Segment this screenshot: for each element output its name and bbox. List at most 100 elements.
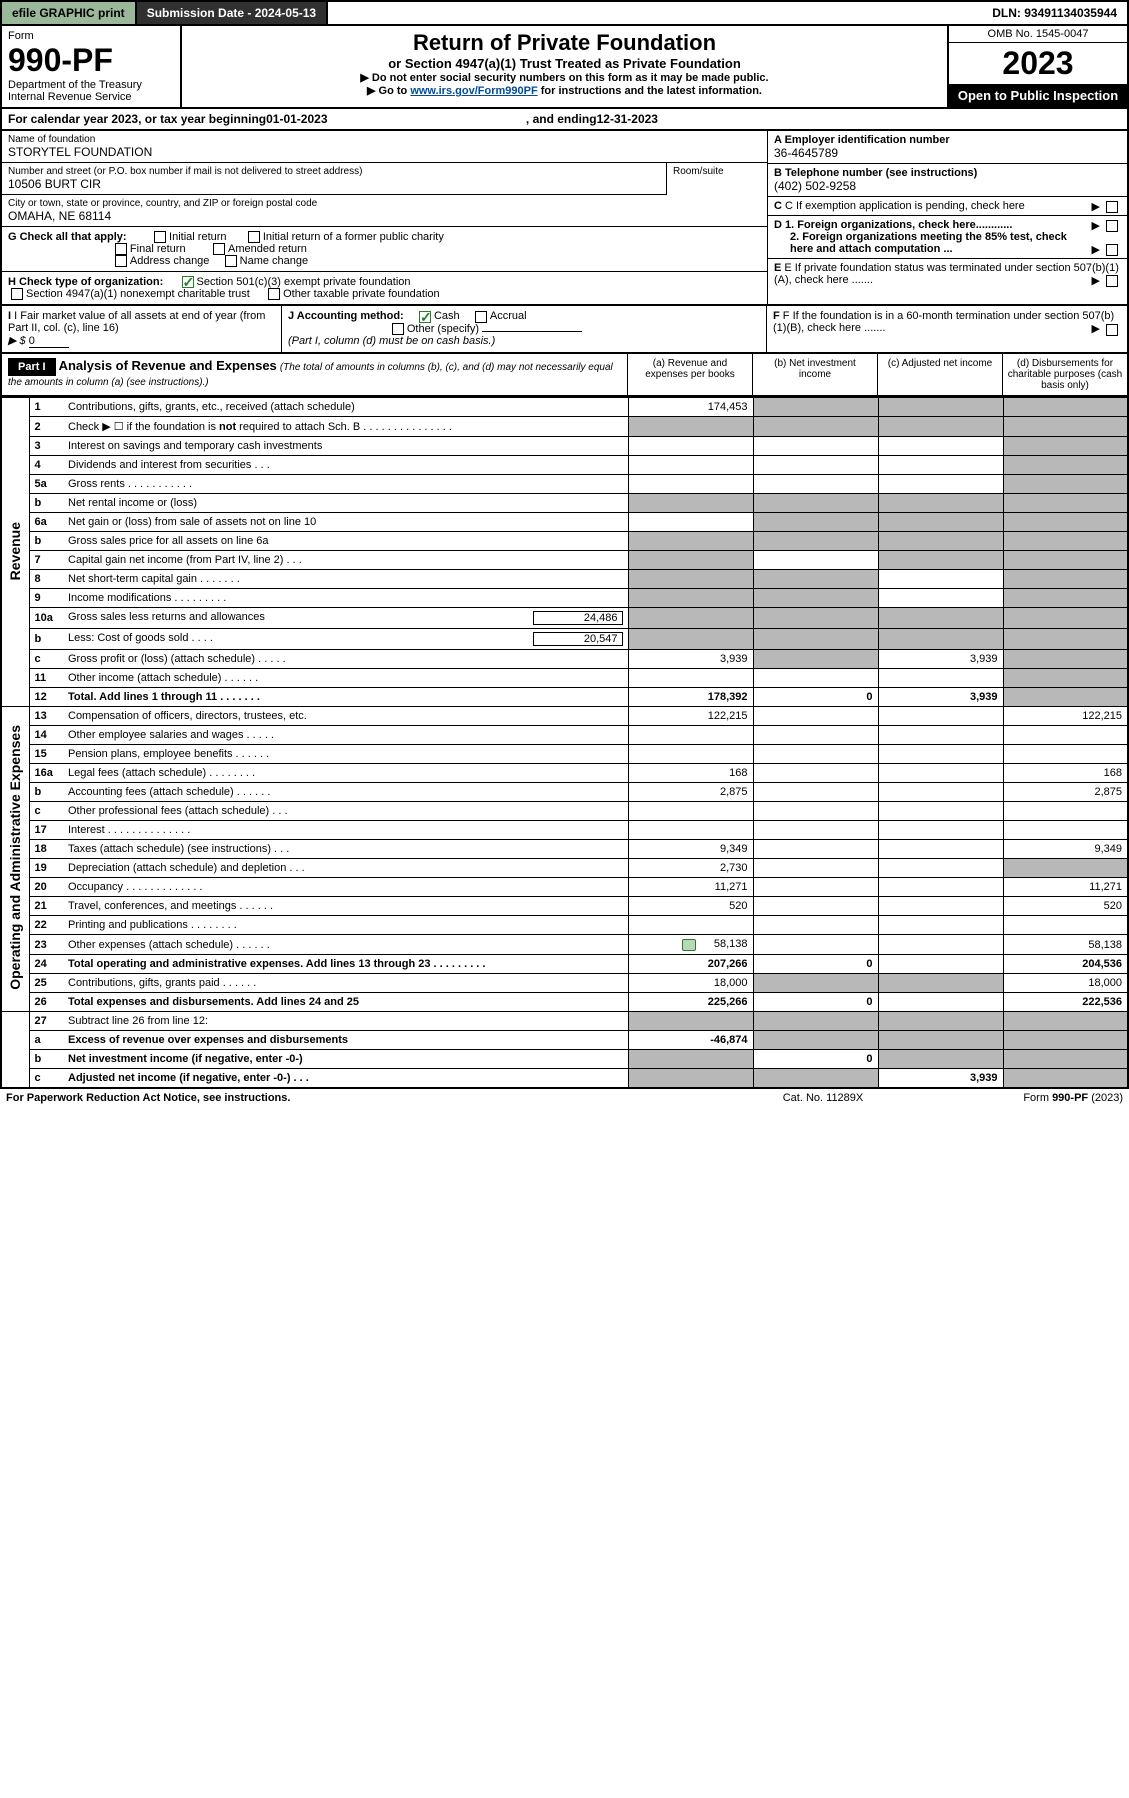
footer-form: Form 990-PF (2023) [923,1092,1123,1104]
line-desc: Net rental income or (loss) [63,494,628,513]
efile-print-button[interactable]: efile GRAPHIC print [2,2,137,24]
line-number: 12 [29,688,63,707]
table-row: aExcess of revenue over expenses and dis… [1,1030,1128,1049]
line-number: 10a [29,608,63,629]
line-desc: Depreciation (attach schedule) and deple… [63,859,628,878]
line-number: c [29,650,63,669]
irs-link[interactable]: www.irs.gov/Form990PF [410,85,537,97]
checkbox-accrual[interactable] [475,311,487,323]
cell-value [878,783,1003,802]
checkbox-name-change[interactable] [225,255,237,267]
cell-grey [1003,859,1128,878]
cell-grey [1003,494,1128,513]
section-ijf: I I Fair market value of all assets at e… [0,306,1129,354]
checkbox-final-return[interactable] [115,243,127,255]
cell-value: 58,138 [628,935,753,954]
cell-value [628,475,753,494]
cell-value [628,669,753,688]
cell-grey [878,1030,1003,1049]
cell-value [753,935,878,954]
cell-value: 174,453 [628,398,753,417]
line-number: 18 [29,840,63,859]
cell-value: 122,215 [1003,707,1128,726]
line-desc: Interest . . . . . . . . . . . . . . [63,821,628,840]
cell-grey [628,1049,753,1068]
ein-cell: A Employer identification number 36-4645… [768,131,1127,164]
cell-value [628,456,753,475]
line-desc: Excess of revenue over expenses and disb… [63,1030,628,1049]
table-row: 15Pension plans, employee benefits . . .… [1,745,1128,764]
cell-value [628,437,753,456]
cell-value: 122,215 [628,707,753,726]
form-title-block: Return of Private Foundation or Section … [182,26,947,107]
cell-grey [628,417,753,437]
cell-value [878,475,1003,494]
cell-value [753,783,878,802]
calendar-year-row: For calendar year 2023, or tax year begi… [0,109,1129,131]
cell-value: 168 [628,764,753,783]
cell-grey [1003,629,1128,650]
checkbox-exemption-pending[interactable] [1106,201,1118,213]
table-row: bNet investment income (if negative, ent… [1,1049,1128,1068]
cell-value [753,840,878,859]
checkbox-initial-return[interactable] [154,231,166,243]
entity-info: Name of foundation STORYTEL FOUNDATION N… [0,131,1129,306]
cell-value [753,916,878,935]
cell-value [628,821,753,840]
cell-value [753,669,878,688]
checkbox-85pct[interactable] [1106,244,1118,256]
checkbox-amended-return[interactable] [213,243,225,255]
table-row: Revenue1Contributions, gifts, grants, et… [1,398,1128,417]
checkbox-507b1b[interactable] [1106,324,1118,336]
dept-treasury: Department of the Treasury [8,79,174,91]
table-row: bAccounting fees (attach schedule) . . .… [1,783,1128,802]
checkbox-4947a1[interactable] [11,288,23,300]
checkbox-507b1a[interactable] [1106,275,1118,287]
table-row: 24Total operating and administrative exp… [1,954,1128,973]
cell-value [878,669,1003,688]
form-header: Form 990-PF Department of the Treasury I… [0,26,1129,109]
table-row: 5aGross rents . . . . . . . . . . . [1,475,1128,494]
cell-value [878,954,1003,973]
line-desc: Total operating and administrative expen… [63,954,628,973]
table-row: 25Contributions, gifts, grants paid . . … [1,973,1128,992]
cell-value [878,992,1003,1011]
line-number: 22 [29,916,63,935]
checkbox-cash[interactable] [419,311,431,323]
checkbox-other-method[interactable] [392,323,404,335]
checkbox-foreign-org[interactable] [1106,220,1118,232]
line-number: 4 [29,456,63,475]
cell-grey [753,494,878,513]
line-desc: Pension plans, employee benefits . . . .… [63,745,628,764]
table-row: 22Printing and publications . . . . . . … [1,916,1128,935]
cell-value [878,764,1003,783]
section-h: H Check type of organization: Section 50… [2,272,767,304]
checkbox-address-change[interactable] [115,255,127,267]
attachment-icon[interactable] [682,939,696,951]
cell-grey [1003,398,1128,417]
dln: DLN: 93491134035944 [982,2,1127,24]
cell-value [878,456,1003,475]
cell-value: 0 [753,688,878,707]
address: 10506 BURT CIR [8,177,660,191]
cell-value [1003,726,1128,745]
cell-grey [1003,475,1128,494]
line-number: 1 [29,398,63,417]
line-number: b [29,1049,63,1068]
checkbox-other-taxable[interactable] [268,288,280,300]
line-number: c [29,802,63,821]
line-number: b [29,494,63,513]
table-row: bLess: Cost of goods sold . . . .20,547 [1,629,1128,650]
city-state-zip: OMAHA, NE 68114 [8,209,761,223]
checkbox-501c3[interactable] [182,276,194,288]
cell-grey [628,532,753,551]
cell-value [878,859,1003,878]
line-number: 2 [29,417,63,437]
checkbox-initial-former[interactable] [248,231,260,243]
ssn-note: ▶ Do not enter social security numbers o… [188,71,941,84]
cell-value [628,513,753,532]
line-number: 14 [29,726,63,745]
cell-value [878,570,1003,589]
cell-value: 0 [753,1049,878,1068]
cell-grey [1003,570,1128,589]
